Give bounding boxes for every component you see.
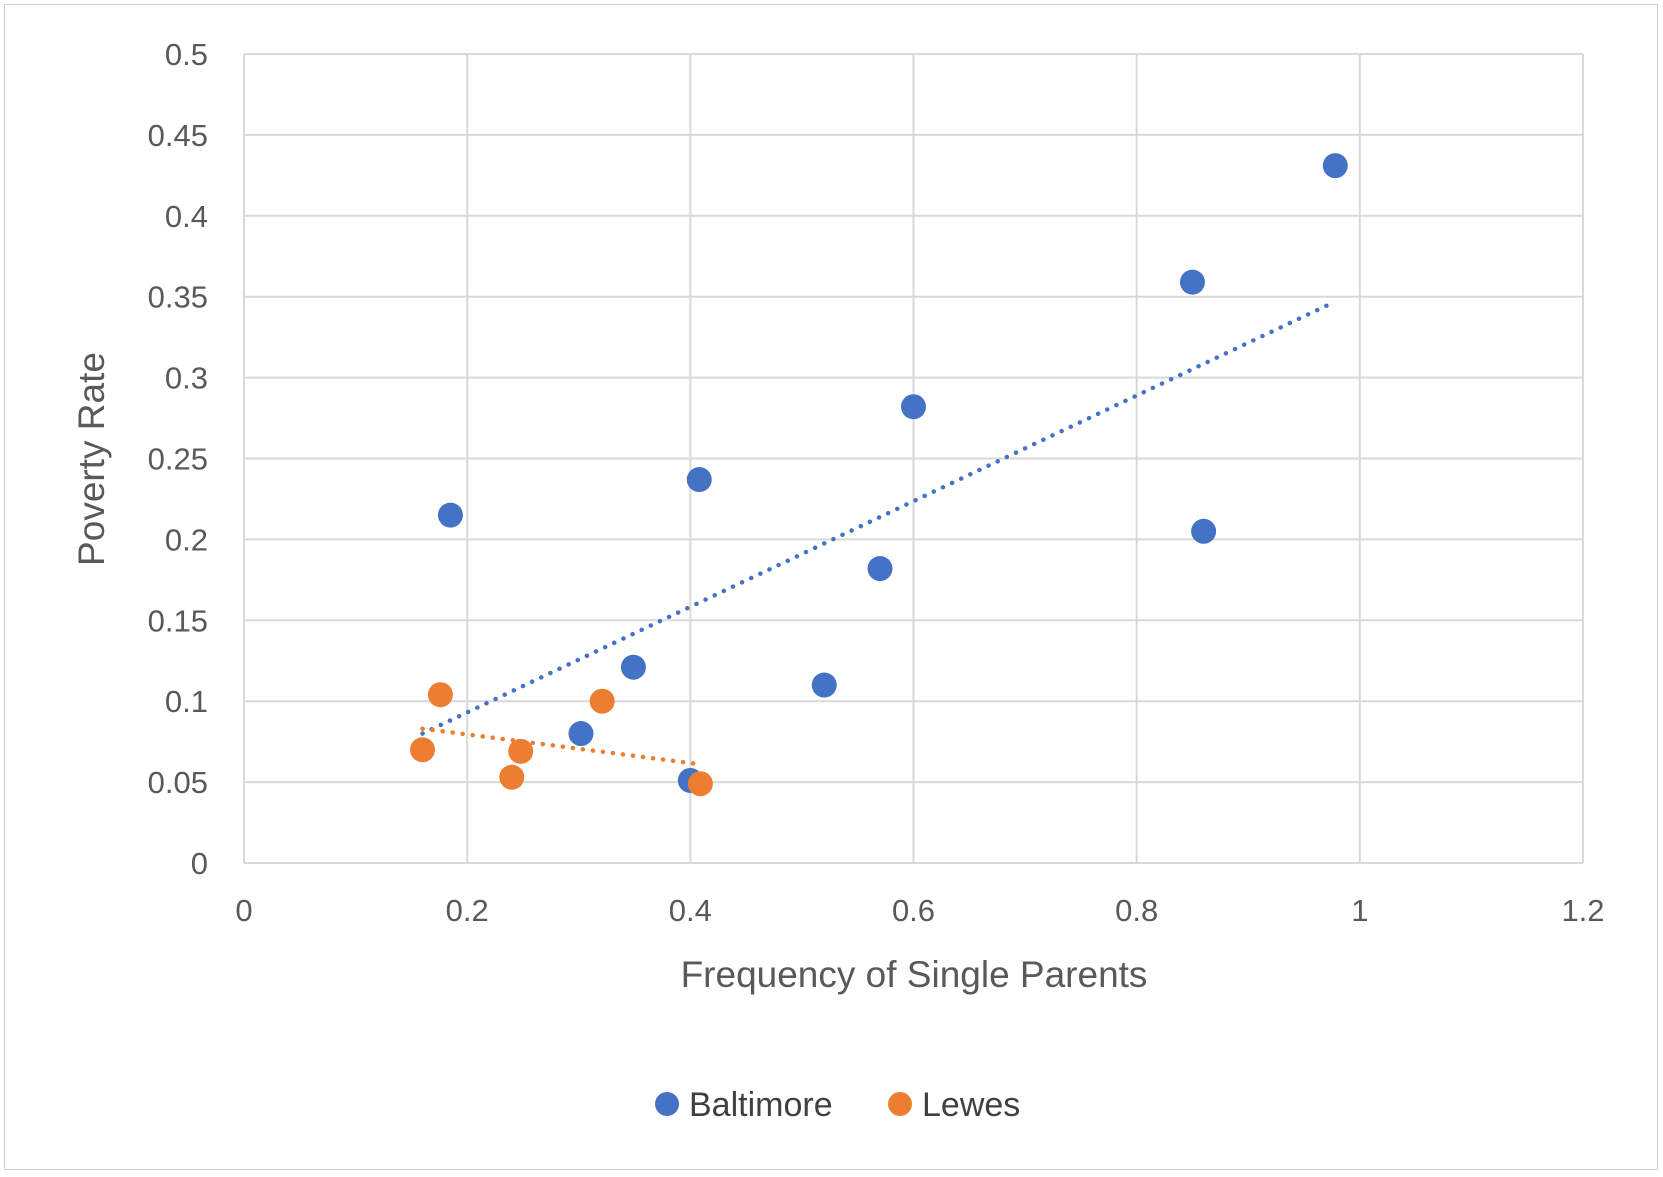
point-baltimore <box>1179 269 1205 295</box>
legend: Baltimore Lewes <box>655 1086 1020 1124</box>
y-tick-label: 0.2 <box>165 522 208 557</box>
legend-label: Lewes <box>922 1086 1020 1124</box>
x-tick-label: 1.2 <box>1561 893 1604 928</box>
y-tick-label: 0.45 <box>148 118 208 153</box>
y-tick-label: 0 <box>191 846 208 881</box>
point-baltimore <box>620 654 646 680</box>
y-tick-label: 0.4 <box>165 199 208 234</box>
data-points <box>410 153 1348 797</box>
legend-marker <box>655 1092 679 1116</box>
y-axis-title: Poverty Rate <box>71 352 112 566</box>
x-tick-label: 0 <box>235 893 252 928</box>
point-lewes <box>508 738 534 764</box>
x-axis-title: Frequency of Single Parents <box>681 954 1148 995</box>
point-baltimore <box>1191 518 1217 544</box>
x-tick-label: 0.2 <box>446 893 489 928</box>
point-lewes <box>589 688 615 714</box>
grid-lines <box>243 53 1584 864</box>
point-baltimore <box>437 502 463 528</box>
legend-item-lewes: Lewes <box>888 1086 1020 1124</box>
trendlines <box>420 299 1338 767</box>
legend-item-baltimore: Baltimore <box>655 1086 833 1124</box>
legend-label: Baltimore <box>689 1086 833 1124</box>
point-baltimore <box>568 721 594 747</box>
x-tick-label: 0.4 <box>669 893 712 928</box>
y-tick-label: 0.15 <box>148 603 208 638</box>
y-tick-label: 0.35 <box>148 280 208 315</box>
trendline-lewes <box>420 726 703 767</box>
trendline-baltimore <box>420 299 1338 736</box>
point-baltimore <box>686 467 712 493</box>
y-tick-label: 0.3 <box>165 361 208 396</box>
x-tick-label: 0.8 <box>1115 893 1158 928</box>
point-lewes <box>427 682 453 708</box>
point-baltimore <box>867 556 893 582</box>
point-lewes <box>410 737 436 763</box>
x-tick-label: 1 <box>1351 893 1368 928</box>
y-tick-label: 0.1 <box>165 684 208 719</box>
y-tick-label: 0.25 <box>148 442 208 477</box>
y-tick-label: 0.05 <box>148 765 208 800</box>
point-baltimore <box>1322 153 1348 179</box>
y-tick-label: 0.5 <box>165 37 208 72</box>
x-tick-label: 0.6 <box>892 893 935 928</box>
point-lewes <box>687 771 713 797</box>
point-baltimore <box>901 394 926 420</box>
tick-labels: 0 0.05 0.1 0.15 0.2 0.25 0.3 0.35 0.4 0.45 0.5 0 0.2… <box>148 37 1605 928</box>
point-baltimore <box>811 672 837 698</box>
legend-marker <box>888 1092 912 1116</box>
chart-frame <box>4 4 1658 1170</box>
point-lewes <box>499 764 525 790</box>
